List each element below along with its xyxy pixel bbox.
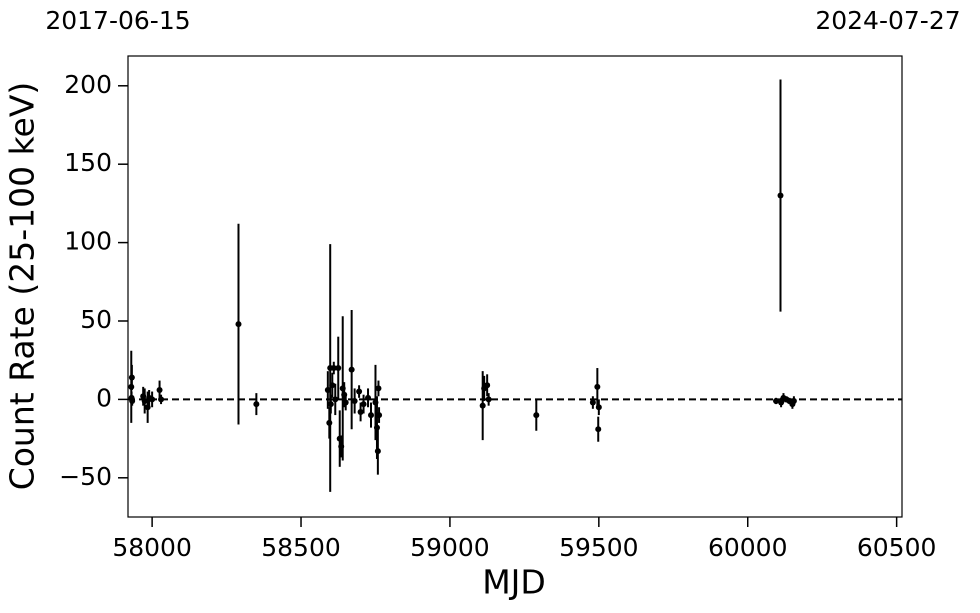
- data-point: [330, 365, 337, 372]
- data-point: [595, 404, 602, 411]
- data-point: [595, 426, 602, 433]
- data-point: [375, 385, 382, 392]
- data-point: [158, 396, 165, 403]
- x-tick-label: 60500: [857, 533, 937, 562]
- data-point: [790, 397, 797, 404]
- data-point: [327, 401, 334, 408]
- data-point: [332, 396, 339, 403]
- data-point: [329, 382, 336, 389]
- data-point: [144, 404, 151, 411]
- start-date-label: 2017-06-15: [45, 6, 190, 35]
- data-point: [129, 397, 136, 404]
- data-point: [589, 399, 596, 406]
- data-point: [365, 394, 372, 401]
- data-point: [357, 408, 364, 415]
- y-tick-label: 150: [64, 148, 112, 177]
- data-point: [368, 412, 375, 419]
- y-tick-label: 0: [96, 383, 112, 412]
- y-tick-label: 50: [80, 305, 112, 334]
- x-tick-label: 60000: [708, 533, 788, 562]
- data-point: [484, 382, 491, 389]
- x-tick-label: 58000: [112, 533, 192, 562]
- y-axis-label: Count Rate (25-100 keV): [3, 82, 42, 491]
- data-point: [348, 366, 355, 373]
- data-point: [253, 401, 260, 408]
- plot-frame: [127, 55, 903, 518]
- data-point: [773, 397, 780, 404]
- data-point: [533, 412, 540, 419]
- data-point: [777, 192, 784, 199]
- data-point: [335, 365, 342, 372]
- data-point: [594, 383, 601, 390]
- data-point: [141, 397, 148, 404]
- data-point: [149, 396, 156, 403]
- x-tick-label: 59500: [559, 533, 639, 562]
- y-tick-label: −50: [59, 462, 112, 491]
- data-point: [356, 388, 363, 395]
- data-point: [128, 374, 135, 381]
- data-point: [374, 448, 381, 455]
- y-tick-label: 100: [64, 227, 112, 256]
- data-point: [376, 412, 383, 419]
- x-tick-label: 59000: [410, 533, 490, 562]
- data-point: [351, 397, 358, 404]
- y-tick-label: 200: [64, 70, 112, 99]
- data-point: [479, 402, 486, 409]
- data-point: [156, 386, 163, 393]
- data-point: [485, 396, 492, 403]
- x-axis-label: MJD: [482, 563, 546, 602]
- end-date-label: 2024-07-27: [815, 6, 960, 35]
- data-point: [360, 401, 367, 408]
- data-point: [342, 399, 349, 406]
- data-point: [235, 321, 242, 328]
- x-tick-label: 58500: [261, 533, 341, 562]
